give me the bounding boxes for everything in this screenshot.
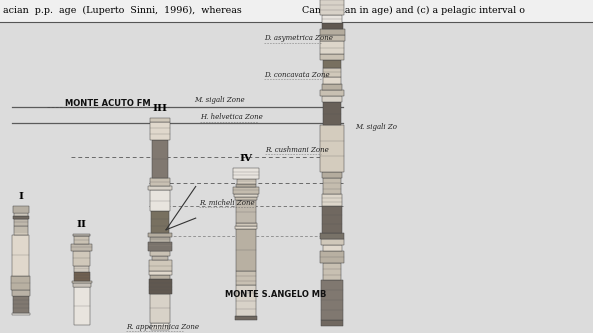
Bar bbox=[74, 266, 90, 272]
Bar bbox=[150, 122, 170, 140]
Bar bbox=[150, 251, 170, 256]
Bar bbox=[235, 226, 257, 229]
Bar bbox=[234, 194, 258, 197]
Bar bbox=[74, 287, 90, 325]
Bar bbox=[320, 42, 344, 54]
Bar bbox=[322, 96, 342, 102]
Bar bbox=[13, 216, 28, 218]
Bar bbox=[323, 178, 341, 194]
Bar bbox=[149, 279, 171, 294]
Bar bbox=[323, 68, 341, 77]
Bar bbox=[321, 280, 343, 320]
Bar bbox=[236, 200, 256, 223]
Bar bbox=[322, 206, 342, 233]
Text: R. micheli Zone: R. micheli Zone bbox=[199, 199, 254, 207]
Text: III: III bbox=[152, 104, 168, 113]
Bar bbox=[321, 23, 343, 29]
Bar bbox=[235, 197, 257, 200]
Bar bbox=[148, 186, 172, 190]
Bar bbox=[151, 211, 169, 232]
Bar bbox=[12, 313, 30, 315]
Bar bbox=[148, 232, 172, 236]
Bar bbox=[150, 236, 170, 242]
Bar bbox=[236, 229, 256, 271]
Text: H. helvetica Zone: H. helvetica Zone bbox=[200, 113, 263, 121]
Bar bbox=[12, 234, 30, 276]
Bar bbox=[237, 184, 256, 186]
Bar bbox=[151, 294, 170, 323]
Text: M. sigali Zone: M. sigali Zone bbox=[194, 96, 244, 104]
Bar bbox=[323, 84, 342, 90]
Bar bbox=[323, 102, 342, 126]
Text: Campanian in age) and (c) a pelagic interval o: Campanian in age) and (c) a pelagic inte… bbox=[302, 5, 525, 15]
Bar bbox=[320, 29, 345, 35]
Bar bbox=[323, 77, 341, 84]
Bar bbox=[0, 0, 593, 22]
Bar bbox=[320, 233, 344, 239]
Text: M. sigali Zo: M. sigali Zo bbox=[355, 123, 397, 131]
Bar bbox=[235, 223, 257, 226]
Bar bbox=[12, 290, 30, 296]
Bar bbox=[74, 236, 90, 244]
Bar bbox=[14, 226, 28, 234]
Bar bbox=[233, 168, 259, 179]
Text: D. asymetrica Zone: D. asymetrica Zone bbox=[264, 34, 333, 42]
Bar bbox=[323, 60, 342, 68]
Bar bbox=[148, 242, 172, 251]
Bar bbox=[236, 271, 256, 285]
Text: I: I bbox=[18, 191, 23, 200]
Bar bbox=[320, 0, 344, 15]
Bar bbox=[320, 35, 345, 42]
Bar bbox=[237, 179, 256, 184]
Bar bbox=[233, 186, 259, 194]
Bar bbox=[322, 15, 342, 23]
Bar bbox=[321, 320, 343, 326]
Text: MONTE ACUTO FM: MONTE ACUTO FM bbox=[65, 99, 151, 108]
Bar bbox=[74, 251, 90, 266]
Bar bbox=[150, 190, 170, 211]
Bar bbox=[74, 272, 90, 281]
Bar bbox=[73, 283, 91, 287]
Bar bbox=[13, 205, 28, 213]
Bar bbox=[151, 323, 170, 330]
Bar bbox=[149, 260, 171, 271]
Bar bbox=[320, 126, 344, 171]
Bar bbox=[320, 90, 344, 96]
Bar bbox=[235, 316, 257, 320]
Bar bbox=[320, 54, 344, 60]
Bar bbox=[71, 244, 93, 251]
Text: MONTE S.ANGELO MB: MONTE S.ANGELO MB bbox=[225, 290, 326, 299]
Text: II: II bbox=[77, 220, 87, 229]
Bar bbox=[152, 140, 168, 177]
Bar bbox=[11, 276, 30, 290]
Text: R. cushmani Zone: R. cushmani Zone bbox=[265, 146, 329, 154]
Bar bbox=[320, 251, 344, 263]
Bar bbox=[321, 239, 343, 245]
Bar bbox=[148, 271, 172, 275]
Bar bbox=[151, 275, 170, 279]
Bar bbox=[14, 213, 28, 216]
Text: acian  p.p.  age  (Luperto  Sinni,  1996),  whereas: acian p.p. age (Luperto Sinni, 1996), wh… bbox=[3, 5, 242, 15]
Bar bbox=[323, 245, 342, 251]
Bar bbox=[151, 118, 170, 122]
Bar bbox=[150, 177, 170, 186]
Bar bbox=[236, 285, 256, 316]
Text: IV: IV bbox=[240, 154, 253, 163]
Text: D. concavata Zone: D. concavata Zone bbox=[264, 71, 330, 79]
Bar bbox=[14, 218, 28, 226]
Bar bbox=[74, 234, 90, 236]
Bar bbox=[324, 263, 340, 280]
Bar bbox=[322, 194, 342, 206]
Bar bbox=[13, 296, 28, 313]
Bar bbox=[72, 281, 92, 283]
Bar bbox=[152, 256, 168, 260]
Bar bbox=[322, 171, 342, 178]
Text: R. appenninica Zone: R. appenninica Zone bbox=[126, 323, 199, 331]
